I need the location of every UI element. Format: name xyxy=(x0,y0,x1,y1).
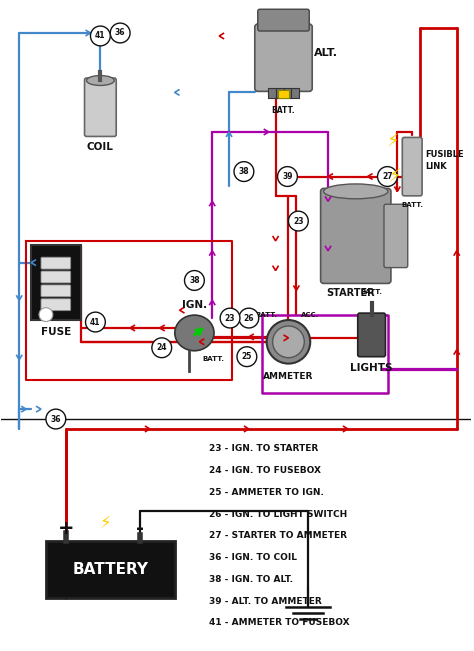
Text: STARTER: STARTER xyxy=(327,288,375,298)
FancyBboxPatch shape xyxy=(41,285,71,297)
Text: ACC.: ACC. xyxy=(301,312,319,318)
Text: ⚡: ⚡ xyxy=(100,514,111,532)
Ellipse shape xyxy=(324,184,388,199)
Text: IGN.: IGN. xyxy=(182,300,207,310)
FancyBboxPatch shape xyxy=(278,90,290,98)
Text: 41: 41 xyxy=(90,318,100,327)
Text: 41: 41 xyxy=(95,31,106,40)
Text: FUSIBLE: FUSIBLE xyxy=(425,150,464,159)
Text: 36: 36 xyxy=(51,415,61,424)
Text: BATT.: BATT. xyxy=(272,106,295,115)
Ellipse shape xyxy=(87,76,114,85)
Text: 38: 38 xyxy=(189,276,200,285)
Circle shape xyxy=(152,338,172,357)
FancyBboxPatch shape xyxy=(255,24,312,91)
Circle shape xyxy=(220,308,240,328)
Text: BATT.: BATT. xyxy=(255,312,278,318)
Text: 36 - IGN. TO COIL: 36 - IGN. TO COIL xyxy=(209,553,297,562)
Text: 38: 38 xyxy=(238,167,249,176)
Text: 38 - IGN. TO ALT.: 38 - IGN. TO ALT. xyxy=(209,575,293,584)
Text: +: + xyxy=(57,519,74,538)
FancyBboxPatch shape xyxy=(41,271,71,283)
FancyBboxPatch shape xyxy=(268,89,275,98)
Circle shape xyxy=(289,211,308,231)
Circle shape xyxy=(91,26,110,46)
Text: 39 - ALT. TO AMMETER: 39 - ALT. TO AMMETER xyxy=(209,597,322,605)
Text: ALT.: ALT. xyxy=(314,48,338,58)
Circle shape xyxy=(39,308,53,322)
Circle shape xyxy=(234,161,254,182)
FancyBboxPatch shape xyxy=(320,188,391,283)
FancyBboxPatch shape xyxy=(283,89,292,98)
Text: 23: 23 xyxy=(225,314,235,323)
Text: COIL: COIL xyxy=(87,143,114,152)
FancyBboxPatch shape xyxy=(402,137,422,196)
Text: 41 - AMMETER TO FUSEBOX: 41 - AMMETER TO FUSEBOX xyxy=(209,618,350,628)
Text: 24: 24 xyxy=(156,343,167,352)
Circle shape xyxy=(273,326,304,357)
FancyBboxPatch shape xyxy=(46,541,174,598)
Circle shape xyxy=(239,308,259,328)
FancyBboxPatch shape xyxy=(41,257,71,269)
FancyBboxPatch shape xyxy=(275,89,283,98)
Text: ⚡: ⚡ xyxy=(386,133,399,151)
Text: LIGHTS: LIGHTS xyxy=(350,363,393,372)
Text: -: - xyxy=(136,519,144,538)
Text: BATT.: BATT. xyxy=(401,202,423,208)
Text: 27: 27 xyxy=(382,172,393,181)
Circle shape xyxy=(46,409,66,429)
Ellipse shape xyxy=(175,315,214,351)
Text: 23 - IGN. TO STARTER: 23 - IGN. TO STARTER xyxy=(209,444,319,453)
FancyBboxPatch shape xyxy=(84,78,116,137)
Text: 27 - STARTER TO AMMETER: 27 - STARTER TO AMMETER xyxy=(209,531,347,540)
Text: BATT.: BATT. xyxy=(361,289,383,296)
FancyBboxPatch shape xyxy=(31,245,81,320)
Circle shape xyxy=(184,271,204,290)
FancyBboxPatch shape xyxy=(292,89,300,98)
Circle shape xyxy=(267,320,310,364)
Text: LINK: LINK xyxy=(425,162,447,171)
Text: 25 - AMMETER TO IGN.: 25 - AMMETER TO IGN. xyxy=(209,488,324,497)
FancyBboxPatch shape xyxy=(384,204,408,268)
Circle shape xyxy=(237,347,257,367)
Text: 26: 26 xyxy=(244,314,254,323)
Text: 36: 36 xyxy=(115,29,126,38)
Circle shape xyxy=(110,23,130,43)
Text: FUSE: FUSE xyxy=(41,327,71,337)
Text: 23: 23 xyxy=(293,217,304,225)
FancyBboxPatch shape xyxy=(358,313,385,357)
Circle shape xyxy=(85,312,105,332)
Text: 25: 25 xyxy=(242,352,252,361)
Text: BATTERY: BATTERY xyxy=(72,562,148,577)
Circle shape xyxy=(278,167,297,186)
FancyBboxPatch shape xyxy=(41,299,71,311)
FancyBboxPatch shape xyxy=(258,9,309,31)
Text: 26 - IGN. TO LIGHT SWITCH: 26 - IGN. TO LIGHT SWITCH xyxy=(209,510,347,519)
Text: BATT.: BATT. xyxy=(202,355,224,362)
Text: ⚡: ⚡ xyxy=(388,167,401,186)
Text: 24 - IGN. TO FUSEBOX: 24 - IGN. TO FUSEBOX xyxy=(209,466,321,475)
Circle shape xyxy=(378,167,397,186)
Text: 39: 39 xyxy=(282,172,293,181)
Text: AMMETER: AMMETER xyxy=(263,372,314,381)
